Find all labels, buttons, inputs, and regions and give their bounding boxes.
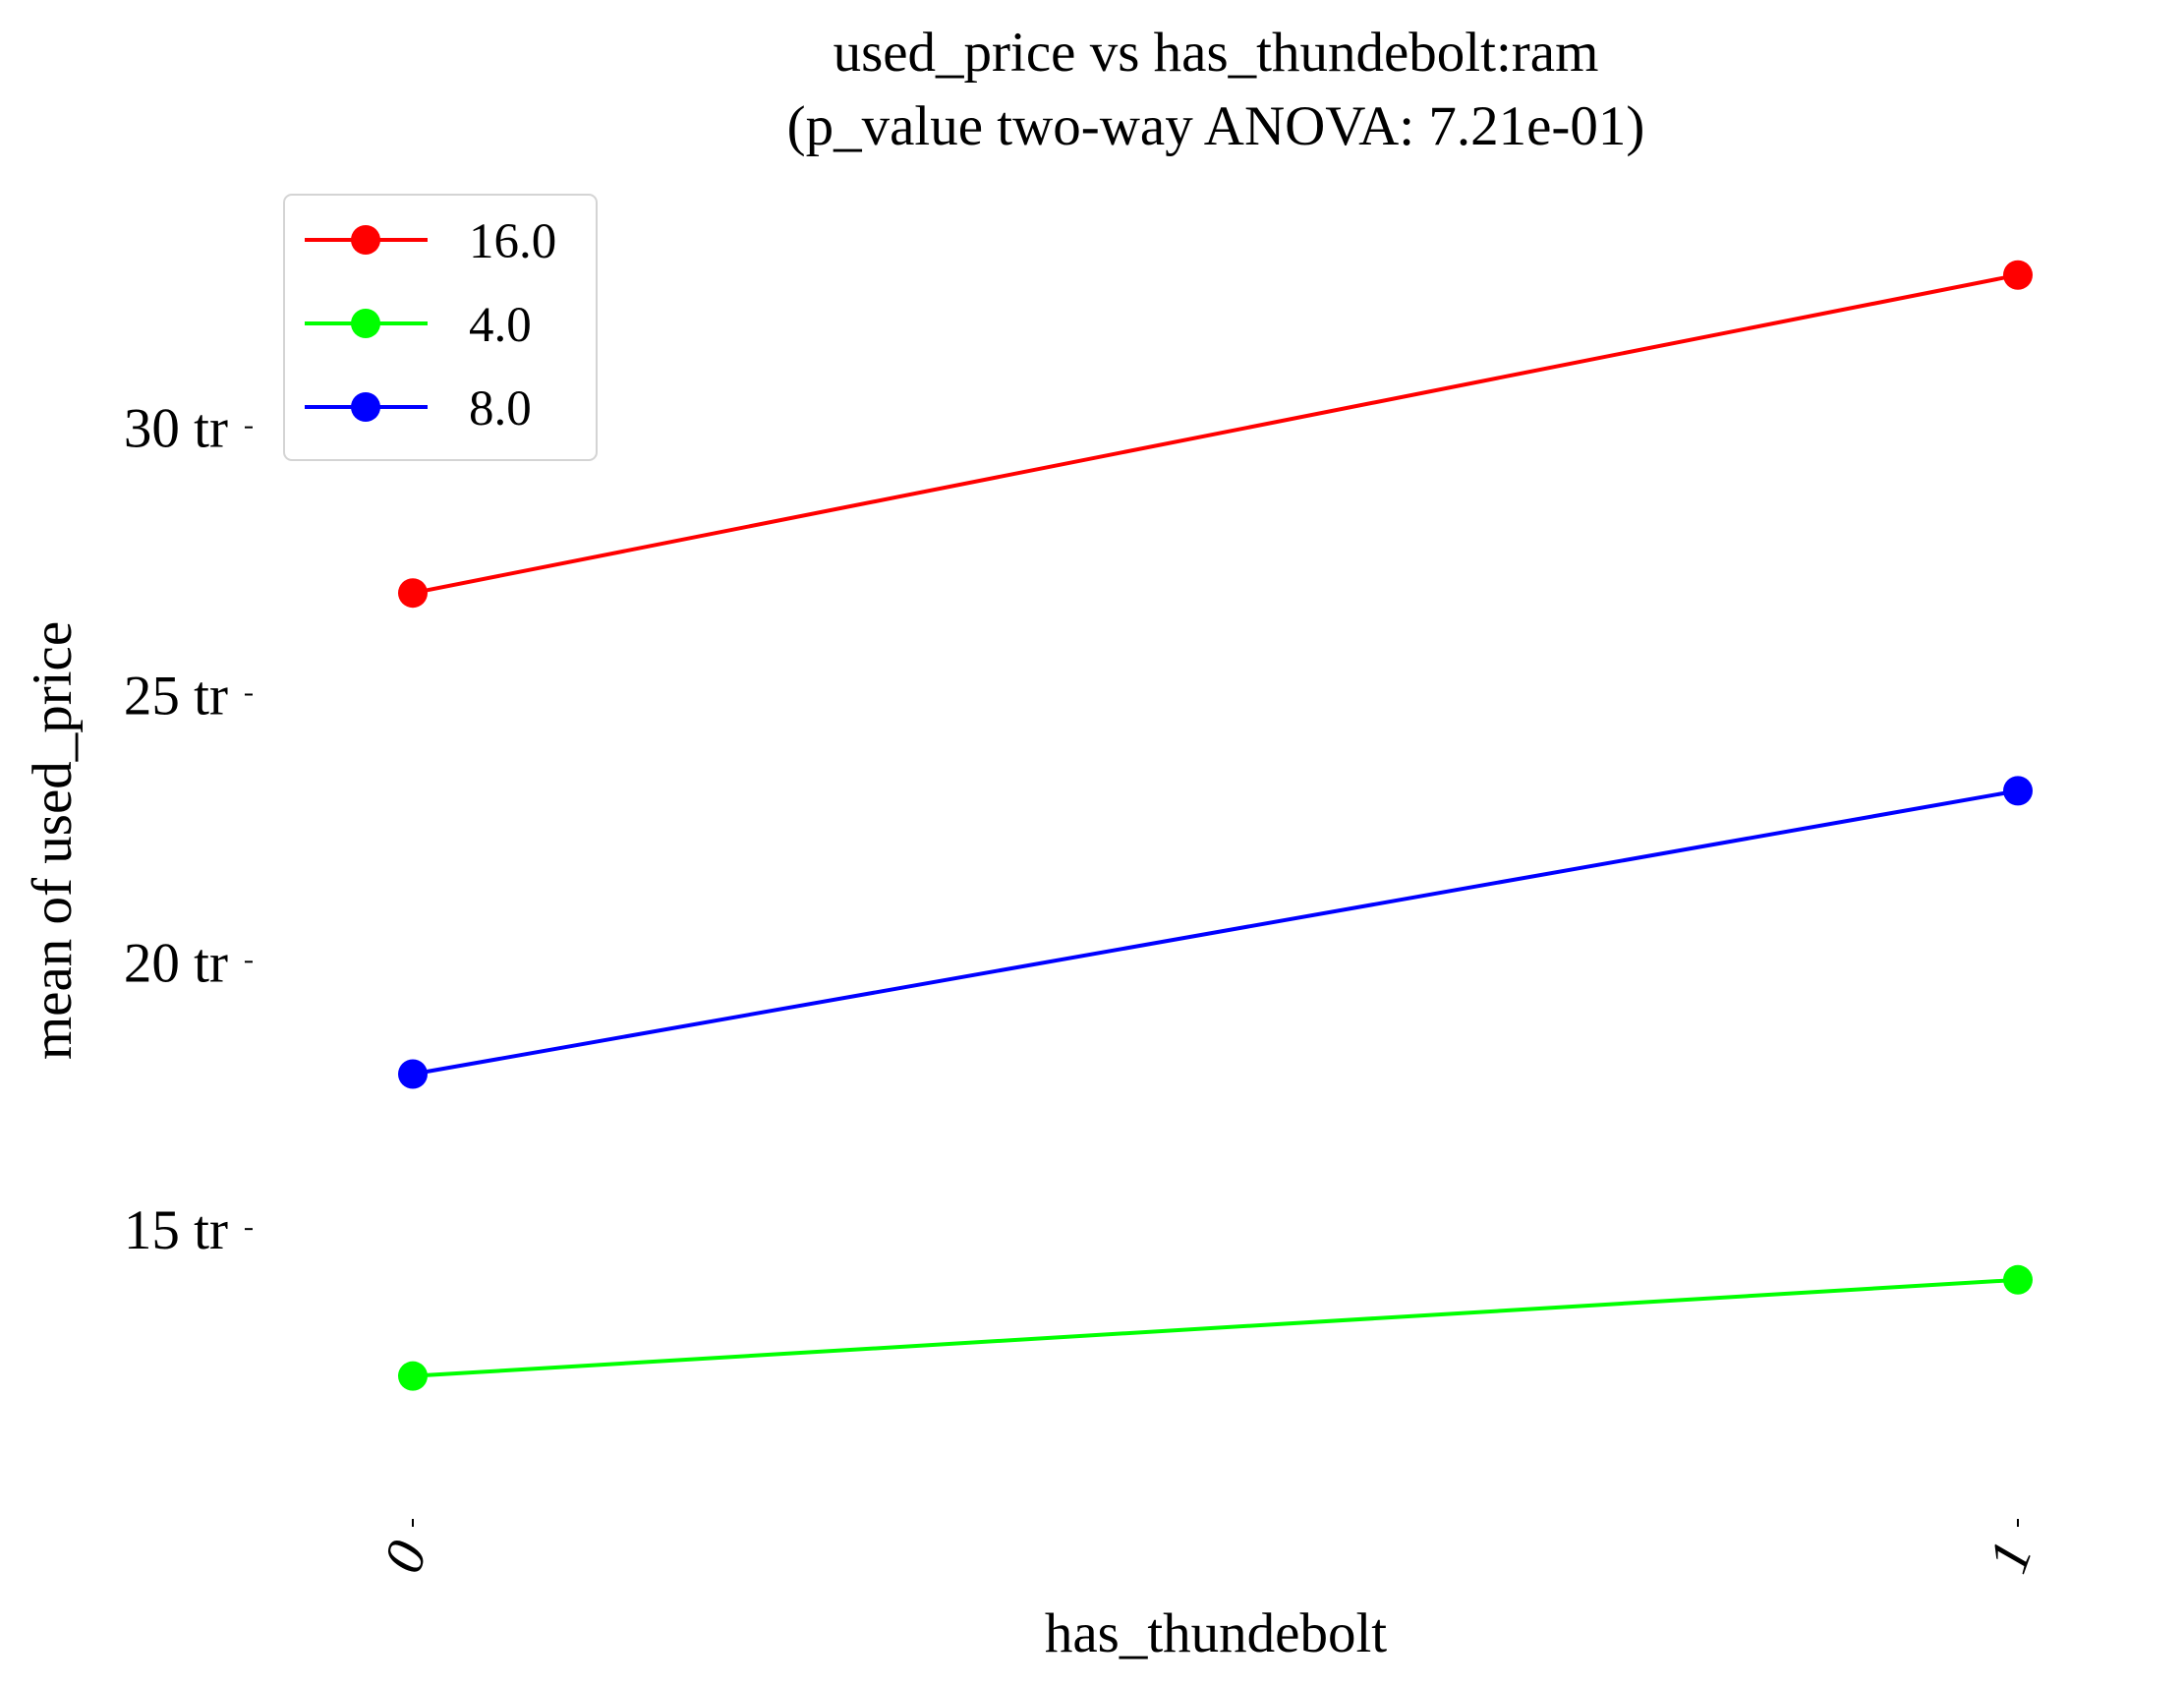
chart-title: used_price vs has_thundebolt:ram [833, 22, 1599, 84]
data-point [2003, 260, 2033, 290]
data-point [398, 1361, 428, 1391]
legend-swatch-marker [351, 309, 380, 338]
legend-label: 4.0 [469, 298, 532, 353]
y-axis-label: mean of used_price [22, 621, 84, 1060]
legend-swatch-marker [351, 392, 380, 422]
series-layer [398, 260, 2033, 1391]
data-point [2003, 1264, 2033, 1295]
legend-swatch-marker [351, 225, 380, 255]
y-tick-label: 15 tr [124, 1199, 228, 1261]
legend: 16.0 4.0 8.0 [283, 194, 598, 461]
series-line [412, 1277, 2019, 1378]
series-line [412, 272, 2019, 596]
series-line [412, 788, 2019, 1077]
y-axis-ticks: 15 tr 20 tr 25 tr 30 tr [124, 398, 253, 1261]
y-tick-label: 30 tr [124, 398, 228, 460]
y-tick-label: 20 tr [124, 932, 228, 994]
legend-label: 16.0 [469, 214, 556, 269]
x-tick-label: 1 [1977, 1534, 2044, 1581]
y-tick-label: 25 tr [124, 665, 228, 727]
data-point [398, 1059, 428, 1089]
x-tick-label: 0 [372, 1534, 439, 1581]
x-axis-label: has_thundebolt [1045, 1602, 1387, 1664]
legend-label: 8.0 [469, 381, 532, 437]
data-point [398, 578, 428, 609]
chart-subtitle: (p_value two-way ANOVA: 7.21e-01) [787, 95, 1645, 157]
data-point [2003, 776, 2033, 806]
